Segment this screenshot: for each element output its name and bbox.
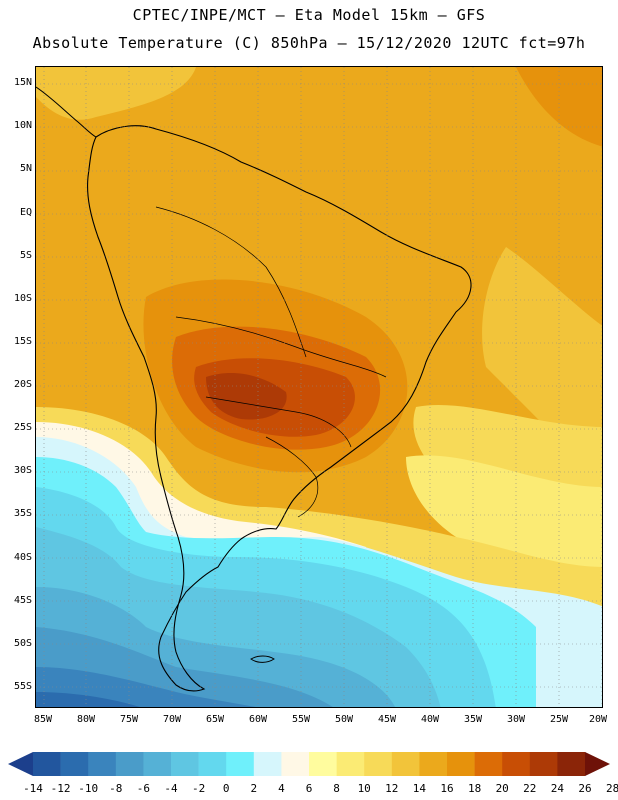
colorbar-cell (60, 752, 89, 776)
colorbar-label: 24 (550, 782, 565, 795)
colorbar-label: -4 (164, 782, 178, 795)
colorbar-label: 22 (523, 782, 537, 795)
lat-label: EQ (19, 207, 32, 218)
colorbar-cell (33, 752, 61, 776)
lon-label: 70W (162, 714, 182, 725)
colorbar-label: 2 (250, 782, 258, 795)
chart-title-line1: CPTEC/INPE/MCT – Eta Model 15km – GFS (132, 6, 486, 24)
colorbar-label: -12 (50, 782, 71, 795)
country-border (265, 436, 319, 518)
lon-label: 60W (248, 714, 268, 725)
colorbar-cell (253, 752, 282, 776)
lat-label: 35S (13, 508, 32, 519)
chart-title-line2: Absolute Temperature (C) 850hPa – 15/12/… (32, 34, 586, 52)
country-border (155, 206, 307, 358)
graticule (36, 67, 602, 707)
lon-label: 80W (76, 714, 96, 725)
colorbar-label: 10 (357, 782, 371, 795)
lon-label: 40W (420, 714, 440, 725)
lon-label: 85W (33, 714, 53, 725)
coastline-central-america (36, 86, 97, 138)
colorbar-label: 12 (385, 782, 399, 795)
lon-label: 35W (463, 714, 483, 725)
colorbar-cell (391, 752, 420, 776)
colorbar-cell (88, 752, 117, 776)
falkland-islands (250, 655, 275, 663)
colorbar-high-arrow (585, 752, 610, 776)
colorbar-cell (171, 752, 199, 776)
temperature-map (35, 66, 603, 708)
colorbar-cell (447, 752, 475, 776)
colorbar-label: 8 (333, 782, 340, 795)
colorbar-label: -2 (191, 782, 206, 795)
temp-zone (36, 692, 140, 707)
colorbar-cell (281, 752, 310, 776)
colorbar-label: 4 (278, 782, 285, 795)
colorbar-cells (33, 752, 586, 776)
colorbar-label: 28 (605, 782, 618, 795)
colorbar-label: 0 (222, 782, 230, 795)
lat-label: 20S (13, 379, 32, 390)
colorbar-label: 18 (467, 782, 482, 795)
continent-outline (87, 125, 472, 692)
colorbar (8, 752, 610, 776)
temp-zone (406, 455, 602, 587)
colorbar-cell (474, 752, 503, 776)
colorbar-label: -6 (136, 782, 151, 795)
temp-zone (516, 67, 602, 147)
colorbar-cell (364, 752, 393, 776)
colorbar-label: 6 (305, 782, 313, 795)
lat-label: 15S (13, 336, 32, 347)
colorbar-cell (529, 752, 558, 776)
lon-label: 50W (334, 714, 354, 725)
lat-label: 40S (13, 552, 32, 563)
colorbar-cell (336, 752, 365, 776)
colorbar-cell (557, 752, 586, 776)
temp-zone (36, 67, 196, 120)
colorbar-cell (502, 752, 531, 776)
colorbar-cell (309, 752, 337, 776)
temp-zone (206, 372, 287, 420)
lat-label: 30S (13, 465, 32, 476)
colorbar-label: -14 (23, 782, 43, 795)
lat-label: 5S (19, 250, 32, 261)
lon-label: 65W (205, 714, 225, 725)
lat-label: 15N (13, 77, 32, 88)
lat-label: 25S (13, 422, 32, 433)
colorbar-label: -10 (78, 782, 99, 795)
lat-label: 10N (13, 120, 32, 131)
colorbar-cell (419, 752, 448, 776)
colorbar-label: 16 (440, 782, 454, 795)
lon-label: 20W (588, 714, 608, 725)
colorbar-label: -8 (109, 782, 123, 795)
colorbar-cell (226, 752, 255, 776)
lon-label: 75W (119, 714, 139, 725)
lon-label: 55W (291, 714, 311, 725)
lat-label: 45S (13, 595, 32, 606)
colorbar-cell (115, 752, 144, 776)
colorbar-cell (143, 752, 172, 776)
lat-label: 50S (13, 638, 32, 649)
lat-label: 5N (19, 163, 32, 174)
colorbar-cell (198, 752, 227, 776)
lat-label: 55S (13, 681, 32, 692)
lon-label: 45W (377, 714, 397, 725)
colorbar-label: 26 (578, 782, 592, 795)
country-border (205, 396, 352, 448)
country-border (175, 316, 387, 378)
lon-label: 25W (549, 714, 569, 725)
colorbar-low-arrow (8, 752, 33, 776)
colorbar-label: 14 (412, 782, 427, 795)
lon-label: 30W (506, 714, 526, 725)
map-canvas (36, 67, 602, 707)
colorbar-label: 20 (495, 782, 509, 795)
lat-label: 10S (13, 293, 32, 304)
